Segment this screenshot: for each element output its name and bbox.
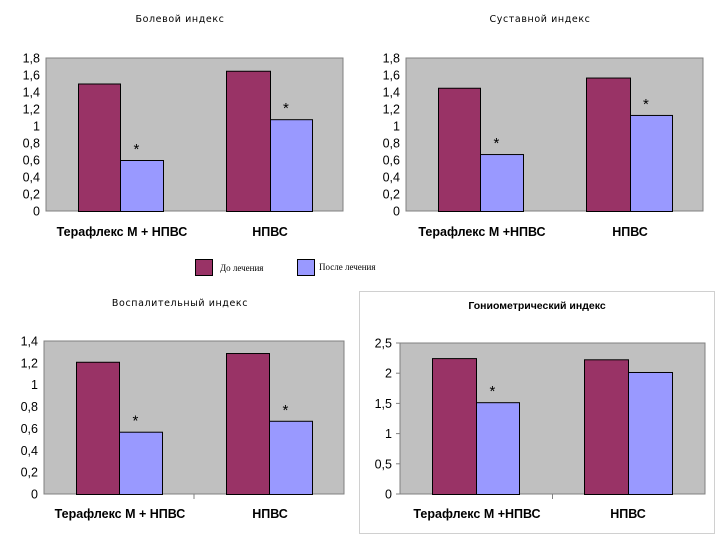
y-tick-label: 2	[385, 367, 392, 381]
y-tick-label: 1,5	[375, 397, 392, 411]
y-tick-label: 0,8	[21, 400, 38, 414]
y-tick-label: 1,6	[23, 69, 40, 83]
y-tick-label: 1,4	[21, 335, 38, 349]
bar-after	[476, 402, 520, 495]
y-tick-label: 0,8	[23, 137, 40, 151]
y-tick-label: 0	[385, 488, 392, 502]
y-tick-label: 1,2	[21, 356, 38, 370]
x-category-label: НПВС	[610, 507, 646, 521]
chart-3-inflammatory-index: 0 0,2 0,4 0,6 0,8 1 1,2 1,4 * Терафлекс М + НПВС *…	[21, 335, 345, 521]
bar-after	[120, 160, 164, 212]
x-category-label: НПВС	[612, 225, 648, 239]
y-tick-label: 1	[385, 427, 392, 441]
y-tick-label: 1,4	[23, 86, 40, 100]
significance-asterisk: *	[283, 402, 289, 419]
y-tick-label: 0	[393, 205, 400, 219]
y-tick-label: 0,6	[23, 154, 40, 168]
significance-asterisk: *	[494, 135, 500, 152]
y-tick-label: 1,2	[23, 103, 40, 117]
legend-swatch-after	[297, 259, 315, 276]
chart-1-pain-index: 0 0,2 0,4 0,6 0,8 1 1,2 1,4 1,6 1,8 * Терафлекс М +…	[23, 52, 344, 239]
y-tick-label: 1,2	[383, 103, 400, 117]
y-tick-label: 0,8	[383, 137, 400, 151]
y-tick-label: 1,8	[23, 52, 40, 66]
x-category-label: НПВС	[252, 225, 288, 239]
y-tick-label: 1,6	[383, 69, 400, 83]
y-tick-label: 0,2	[383, 188, 400, 202]
legend-label-after: После лечения	[319, 262, 376, 272]
bar-before	[438, 87, 481, 212]
x-category-label: НПВС	[252, 507, 288, 521]
significance-asterisk: *	[283, 100, 289, 117]
significance-asterisk: *	[490, 383, 496, 400]
bar-after	[269, 420, 313, 495]
y-tick-label: 0,2	[21, 466, 38, 480]
bar-after	[480, 154, 524, 213]
y-tick-label: 1,4	[383, 86, 400, 100]
y-tick-label: 0,6	[21, 422, 38, 436]
x-category-label: Терафлекс М + НПВС	[55, 507, 186, 521]
significance-asterisk: *	[134, 141, 140, 158]
y-tick-label: 0,4	[23, 171, 40, 185]
bar-after	[119, 431, 163, 496]
chart-2-title: Суставной индекс	[489, 14, 590, 25]
x-category-label: Терафлекс М +НПВС	[413, 507, 540, 521]
chart-4-title: Гониометрический индекс	[468, 300, 606, 312]
bar-before	[226, 70, 271, 212]
y-tick-label: 2,5	[375, 337, 392, 351]
legend-label-before: До лечения	[220, 263, 263, 273]
significance-asterisk: *	[133, 413, 139, 430]
x-category-label: Терафлекс М +НПВС	[418, 225, 545, 239]
y-tick-label: 0,4	[21, 444, 38, 458]
x-category-label: Терафлекс М + НПВС	[57, 225, 188, 239]
y-tick-label: 0	[33, 205, 40, 219]
chart-1-title: Болевой индекс	[135, 14, 224, 25]
y-tick-label: 0	[31, 488, 38, 502]
legend: До лечения После лечения	[195, 259, 376, 276]
bar-before	[586, 77, 631, 212]
chart-3-title: Воспалительный индекс	[112, 298, 248, 309]
y-tick-label: 0,6	[383, 154, 400, 168]
y-tick-label: 0,2	[23, 188, 40, 202]
bar-after	[628, 371, 673, 496]
y-tick-label: 1	[31, 378, 38, 392]
significance-asterisk: *	[643, 96, 649, 113]
bar-before	[584, 359, 629, 496]
legend-swatch-before	[195, 259, 213, 276]
bar-before	[78, 83, 121, 212]
bar-before	[226, 353, 270, 495]
y-tick-label: 1	[393, 120, 400, 134]
chart-2-joint-index: 0 0,2 0,4 0,6 0,8 1 1,2 1,4 1,6 1,8 * Терафлекс М +…	[383, 52, 704, 239]
bar-after	[270, 119, 313, 212]
bar-after	[630, 114, 673, 212]
chart-4-goniometric-index: 0 0,5 1 1,5 2 2,5 * Терафлекс М +НПВС НПВС	[375, 337, 706, 521]
y-tick-label: 1,8	[383, 52, 400, 66]
y-tick-label: 0,5	[375, 457, 392, 471]
y-tick-label: 1	[33, 120, 40, 134]
bar-before	[432, 358, 477, 495]
y-tick-label: 0,4	[383, 171, 400, 185]
bar-before	[76, 361, 120, 495]
